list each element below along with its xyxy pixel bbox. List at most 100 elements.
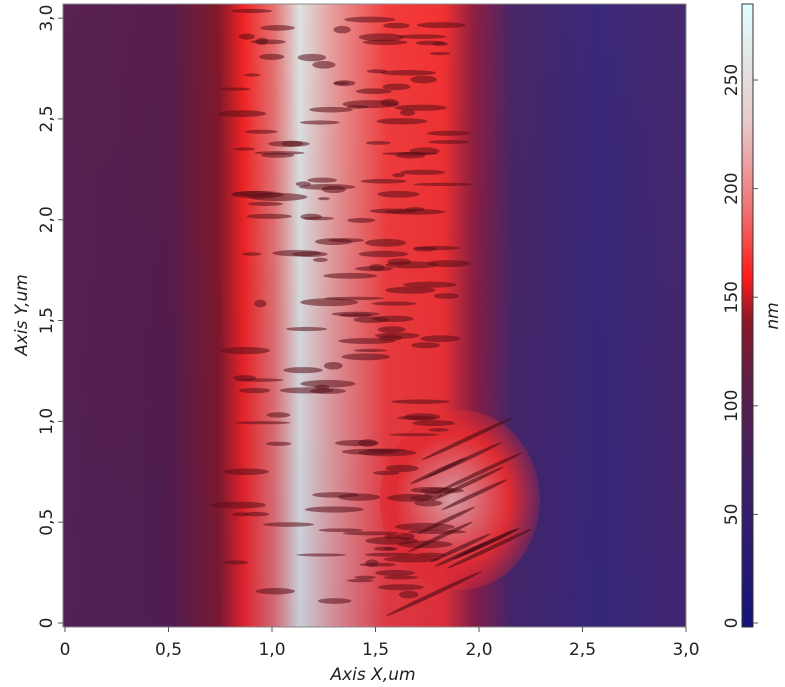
plot-frame [62,3,687,628]
surface-feature [346,579,374,583]
y-axis-title: Axis Y,um [12,274,32,357]
surface-feature [300,298,359,307]
y-tick-label: 0 [37,618,57,629]
surface-feature [429,51,451,56]
surface-feature [376,118,428,125]
surface-feature [382,83,411,91]
surface-feature [331,311,380,317]
surface-feature [342,531,400,536]
surface-feature [285,326,328,332]
colorbar-tick-label: 200 [722,172,742,204]
surface-feature [247,201,283,206]
colorbar-tick-label: 0 [722,618,742,629]
surface-feature [272,249,322,257]
surface-feature [364,552,418,557]
surface-feature [377,326,406,334]
surface-feature [441,479,508,511]
surface-feature [398,590,419,599]
surface-feature [260,24,295,31]
surface-feature [365,141,391,145]
y-tick-label: 1,5 [37,307,57,334]
surface-feature [397,34,447,39]
surface-feature [238,387,271,394]
surface-feature [431,466,504,501]
surface-feature [353,348,388,353]
y-tick-label: 2,5 [37,105,57,132]
surface-feature [411,342,441,349]
x-tick-label: 1,5 [362,640,389,660]
surface-feature [312,60,336,69]
surface-feature [223,468,270,475]
colorbar [741,3,754,628]
surface-feature [333,25,351,34]
surface-feature [303,216,335,221]
surface-feature [358,439,378,447]
colorbar-tick-label: 250 [722,64,742,96]
surface-feature [309,106,353,113]
surface-feature [413,182,473,186]
y-tick-label: 0,5 [37,509,57,536]
surface-feature [233,147,255,151]
surface-feature [373,546,395,551]
surface-feature [409,457,467,485]
surface-feature [312,257,328,262]
surface-feature [416,552,447,558]
x-tick-label: 0,5 [155,640,182,660]
colorbar-tick-label: 100 [722,390,742,422]
surface-feature [299,120,341,125]
surface-feature [456,528,519,558]
surface-feature [389,433,440,437]
surface-feature [244,73,261,77]
surface-feature [296,553,347,557]
surface-feature [283,367,323,374]
surface-feature [365,536,419,545]
surface-feature [385,261,439,269]
surface-feature [265,441,292,446]
surface-feature [317,197,330,201]
surface-feature [232,191,275,197]
surface-feature [309,388,347,394]
surface-feature [333,81,349,85]
surface-feature [268,140,310,147]
surface-feature [378,335,403,341]
surface-feature [403,281,457,288]
surface-feature [244,129,278,134]
surface-feature [255,588,296,595]
surface-feature [365,559,379,568]
x-tick-label: 1,0 [258,640,285,660]
surface-feature [375,569,415,577]
y-tick-label: 2,0 [37,206,57,233]
surface-feature [304,506,364,513]
surface-feature [358,250,409,258]
surface-feature [433,293,460,299]
surface-feature [391,399,450,404]
surface-feature [414,500,443,507]
surface-feature [260,152,295,158]
surface-feature [297,53,327,62]
surface-feature [383,22,410,29]
surface-feature [366,69,388,74]
surface-feature [386,571,482,617]
surface-feature [300,379,356,388]
surface-feature [355,88,392,95]
surface-feature [397,415,437,420]
surface-feature [341,448,397,455]
surface-feature [354,266,394,272]
x-tick-label: 2,0 [465,640,492,660]
surface-feature [373,470,400,476]
surface-feature [318,528,364,532]
surface-feature [314,384,330,390]
surface-feature [220,346,270,355]
surface-feature [210,501,266,509]
x-tick-label: 0 [60,640,71,660]
afm-image [63,4,686,627]
surface-feature [358,33,405,42]
surface-feature [392,173,405,178]
surface-feature [420,335,461,343]
surface-feature [410,75,438,84]
surface-feature [385,208,446,215]
surface-feature [323,361,343,370]
surface-feature [383,575,419,580]
surface-feature [417,506,475,534]
surface-feature [318,598,352,604]
